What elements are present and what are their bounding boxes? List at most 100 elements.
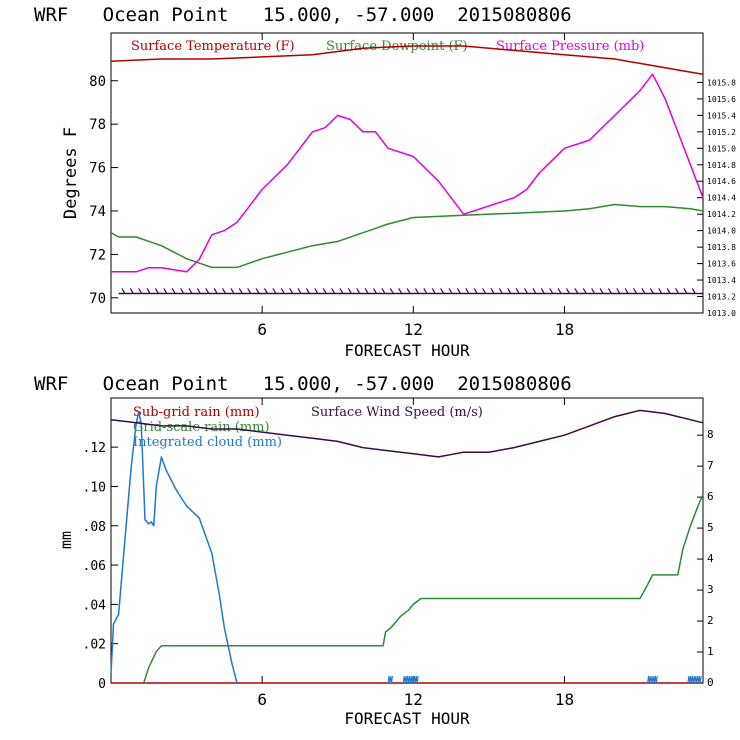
wind-barb <box>490 288 495 294</box>
top-y-tick-label: 80 <box>89 74 106 90</box>
wind-barb <box>540 288 545 294</box>
top-y2-tick-label: 1013.8 <box>707 243 736 252</box>
top-y2-tick-label: 1013.6 <box>707 260 736 269</box>
top-y-axis-label: Degrees F <box>61 127 81 219</box>
bottom-y2-tick-label: 5 <box>707 521 714 534</box>
wind-barb <box>222 288 227 294</box>
wind-barb <box>238 288 243 294</box>
wind-barb <box>154 288 159 294</box>
legend-integrated-cloud: Integrated cloud (mm) <box>133 435 282 450</box>
wind-barb <box>196 288 201 294</box>
wind-barb <box>339 288 344 294</box>
top-x-tick-label: 12 <box>404 320 423 339</box>
wind-barb <box>456 288 461 294</box>
top-y2-tick-label: 1014.6 <box>707 177 736 186</box>
wind-barb <box>565 288 570 294</box>
top-y2-tick-label: 1014.2 <box>707 210 736 219</box>
wind-barb <box>322 288 327 294</box>
wind-barb <box>482 288 487 294</box>
bottom-y-axis-label: mm <box>57 531 75 549</box>
wind-barb <box>347 288 352 294</box>
bottom-y-tick-label: .10 <box>83 480 106 495</box>
wind-barb <box>289 288 294 294</box>
top-plot-frame <box>110 32 704 314</box>
wind-barb <box>524 288 529 294</box>
top-y2-tick-label: 1014.0 <box>707 227 736 236</box>
wind-barb <box>255 288 260 294</box>
bottom-y-tick-label: .02 <box>83 638 106 653</box>
wind-barb <box>440 288 445 294</box>
bottom-y2-tick-label: 2 <box>707 614 714 627</box>
top-y2-tick-label: 1015.2 <box>707 128 736 137</box>
top-y2-tick-label: 1014.8 <box>707 161 736 170</box>
wind-barb <box>582 288 587 294</box>
top-series <box>110 45 704 295</box>
wind-barb <box>633 288 638 294</box>
wind-barb <box>247 288 252 294</box>
legend-subgrid-rain: Sub-grid rain (mm) <box>133 405 260 420</box>
wind-barb <box>498 288 503 294</box>
wind-barb <box>146 288 151 294</box>
wind-barb <box>213 288 218 294</box>
wind-barb <box>364 288 369 294</box>
wind-barb <box>138 288 143 294</box>
top-x-tick-label: 6 <box>257 320 267 339</box>
wind-barb <box>389 288 394 294</box>
wind-barb <box>683 288 688 294</box>
wind-barb <box>305 288 310 294</box>
wind-barb <box>129 288 134 294</box>
wind-barb <box>331 288 336 294</box>
wind-barb <box>641 288 646 294</box>
wind-barb <box>180 288 185 294</box>
bottom-y2-tick-label: 0 <box>707 676 714 689</box>
cloud-spikes <box>687 675 702 684</box>
wind-barb <box>607 288 612 294</box>
bottom-y2-tick-label: 6 <box>707 490 714 503</box>
wind-barb <box>171 288 176 294</box>
bottom-y2-tick-label: 7 <box>707 459 714 472</box>
wind-barb <box>465 288 470 294</box>
legend-pressure: Surface Pressure (mb) <box>496 39 644 54</box>
wind-barb <box>666 288 671 294</box>
surface-pressure-mb-line <box>111 73 704 273</box>
wind-barb <box>272 288 277 294</box>
wind-barb <box>314 288 319 294</box>
top-y2-tick-label: 1013.2 <box>707 293 736 302</box>
wind-barb <box>507 288 512 294</box>
top-y2-tick-label: 1015.8 <box>707 78 736 87</box>
wind-barb <box>515 288 520 294</box>
wind-barb <box>448 288 453 294</box>
wind-barb <box>398 288 403 294</box>
wind-barb <box>691 288 696 294</box>
bottom-chart-title: WRF Ocean Point 15.000, -57.000 20150808… <box>34 373 572 395</box>
bottom-y2-tick-label: 1 <box>707 645 714 658</box>
bottom-x-tick-label: 12 <box>404 690 423 709</box>
wind-barb <box>674 288 680 294</box>
wind-barb <box>163 288 168 294</box>
top-y2-tick-label: 1015.6 <box>707 95 736 104</box>
legend-temperature: Surface Temperature (F) <box>131 39 295 54</box>
top-chart-title: WRF Ocean Point 15.000, -57.000 20150808… <box>34 4 572 26</box>
grid-scale-rain-mm-line <box>142 494 704 684</box>
wind-barb <box>431 288 436 294</box>
wind-barb <box>406 288 411 294</box>
wind-barb <box>373 288 378 294</box>
wind-barb <box>616 288 621 294</box>
top-y-tick-label: 70 <box>89 291 106 307</box>
wind-barb <box>532 288 537 294</box>
integrated-cloud-mm-line <box>110 411 238 684</box>
bottom-series <box>110 409 704 684</box>
wind-barb <box>188 288 193 294</box>
cloud-spikes <box>647 675 658 684</box>
wind-barb <box>557 288 562 294</box>
wind-barb <box>121 288 126 294</box>
top-y2-tick-label: 1015.0 <box>707 144 736 153</box>
surface-temperature-f-line <box>110 45 704 75</box>
bottom-y-tick-label: .08 <box>83 520 106 535</box>
bottom-y-tick-label: .04 <box>83 598 107 613</box>
wind-barb <box>591 288 596 294</box>
wind-barb <box>263 288 268 294</box>
surface-wind-speed-m-s-line <box>110 409 704 458</box>
